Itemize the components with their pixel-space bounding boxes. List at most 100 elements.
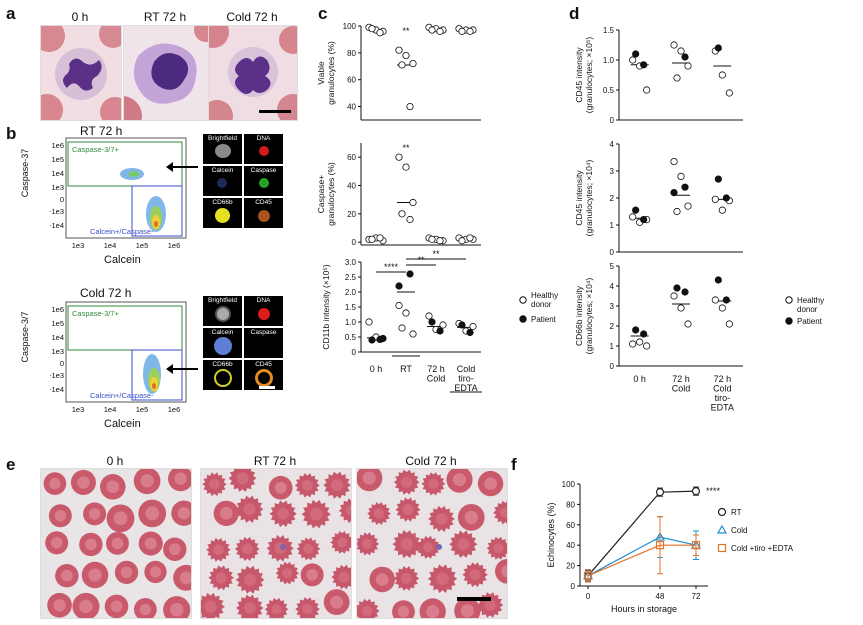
red-blood-cell — [163, 596, 191, 618]
flow-events-lower — [143, 354, 161, 394]
red-blood-cell — [493, 500, 507, 525]
red-blood-cell — [392, 600, 415, 618]
platelet — [280, 544, 286, 550]
ytick: 1e6 — [51, 141, 64, 150]
healthy-point — [636, 338, 644, 346]
ytick-label: 20 — [566, 562, 575, 571]
tile-dna: DNA — [244, 134, 283, 164]
ytick-label: 100 — [562, 480, 576, 489]
red-blood-cell — [228, 469, 257, 492]
red-blood-cell — [369, 566, 395, 593]
red-blood-cell — [357, 469, 383, 492]
y-axis-label: CD11b intensity (×10⁵) — [321, 264, 331, 350]
ytick: 1e5 — [51, 319, 64, 328]
ytick-label: 80 — [347, 49, 356, 58]
ytick-label: 1.5 — [603, 26, 615, 35]
patient-point — [466, 328, 474, 337]
ytick-label: 60 — [347, 153, 356, 162]
patient-point — [670, 189, 678, 197]
strip-chart: 0 1 2 3 4 5 CD66b intensity(granulocytes; ×10⁴… — [574, 262, 743, 371]
healthy-point — [395, 301, 403, 310]
legend-patient-marker — [519, 315, 527, 323]
patient-point — [428, 318, 436, 326]
tile-brightfield: Brightfield — [203, 296, 242, 326]
y-axis-label: CD45 intensity(granulocytes; ×10⁴) — [574, 160, 594, 237]
ytick: −1e4 — [50, 221, 64, 230]
tile-calcein: Calcein — [203, 328, 242, 358]
strip-chart: 0 20 40 60 Caspase+granulocytes (%) ** — [316, 143, 481, 247]
red-blood-cell — [173, 564, 191, 591]
red-blood-cell — [235, 495, 264, 523]
x-category-label: 72 h — [714, 374, 732, 384]
red-blood-cell — [208, 565, 234, 591]
x-category-label: 0 h — [370, 364, 383, 374]
panel-a-title-0h: 0 h — [71, 10, 89, 24]
red-blood-cell — [81, 561, 109, 589]
healthy-point — [365, 318, 373, 326]
ytick-label: 40 — [347, 103, 356, 112]
ytick-label: 60 — [347, 76, 356, 85]
series-rt — [583, 486, 701, 582]
ytick-label: 40 — [347, 182, 356, 191]
ytick: 1e6 — [51, 305, 64, 314]
panel-label-e: e — [6, 455, 16, 474]
patient-point — [395, 282, 403, 290]
panel-e-title-cold72: Cold 72 h — [405, 454, 457, 468]
xtick-label: 0 — [586, 592, 591, 601]
arrow-bottom — [168, 368, 198, 370]
patient-point — [458, 321, 466, 329]
series-cold-tiro-edta — [583, 516, 701, 583]
red-blood-cell — [427, 564, 458, 593]
red-blood-cell — [338, 498, 351, 524]
ytick-label: 0.5 — [603, 86, 615, 95]
red-blood-cell — [236, 594, 264, 618]
xtick: 1e3 — [72, 405, 85, 414]
micrograph-granulocyte-rt72h — [123, 25, 209, 121]
imaging-tiles-cold72h: Brightfield DNA Calcein Caspase CD66b CD… — [203, 296, 283, 418]
healthy-point — [395, 46, 403, 54]
ytick: 1e4 — [51, 169, 64, 178]
flow-events-upper — [120, 168, 144, 180]
red-blood-cell — [106, 504, 135, 533]
red-blood-cell — [476, 592, 504, 618]
patient-point — [632, 50, 640, 58]
scale-bar — [457, 597, 491, 601]
xtick: 1e5 — [136, 241, 149, 250]
legend-healthy-label: Healthy — [797, 296, 824, 305]
healthy-point — [409, 59, 417, 68]
red-blood-cell — [171, 500, 191, 526]
ytick-label: 3 — [610, 302, 615, 311]
tile-caspase: Caspase — [244, 328, 283, 358]
healthy-point — [428, 26, 436, 34]
panel-label-d: d — [569, 4, 580, 23]
xtick-label: 72 — [692, 592, 701, 601]
patient-point — [632, 326, 640, 334]
red-blood-cell — [269, 500, 297, 528]
series-line — [587, 544, 696, 577]
xtick: 1e3 — [72, 241, 85, 250]
healthy-point — [436, 237, 444, 245]
ytick: −1e4 — [50, 385, 64, 394]
healthy-point — [684, 320, 692, 328]
red-blood-cell — [357, 598, 380, 618]
healthy-point — [368, 25, 376, 33]
tile-cd66b: CD66b — [203, 360, 242, 390]
red-blood-cell — [454, 597, 481, 618]
strip-chart: 0 0.5 1.0 1.5 CD45 intensity(granulocytes; ×… — [574, 26, 743, 125]
gate-caspase-pos: Caspase-3/7+ — [72, 145, 120, 154]
patient-point — [406, 270, 414, 278]
gate-calcein-pos: Calcein+/Caspase- — [90, 391, 154, 400]
strip-chart: 40 60 80 100 Viablegranulocytes (%) ** — [316, 22, 481, 121]
patient-point — [673, 284, 681, 292]
red-blood-cell — [138, 531, 163, 556]
ytick: −1e3 — [50, 207, 64, 216]
scale-bar — [259, 110, 291, 113]
tile-dna: DNA — [244, 296, 283, 326]
patient-point — [436, 327, 444, 335]
ytick-label: 2 — [610, 194, 615, 203]
red-blood-cell — [47, 592, 72, 618]
x-category-label: 72 h — [427, 364, 445, 374]
ytick-label: 0 — [352, 238, 357, 247]
